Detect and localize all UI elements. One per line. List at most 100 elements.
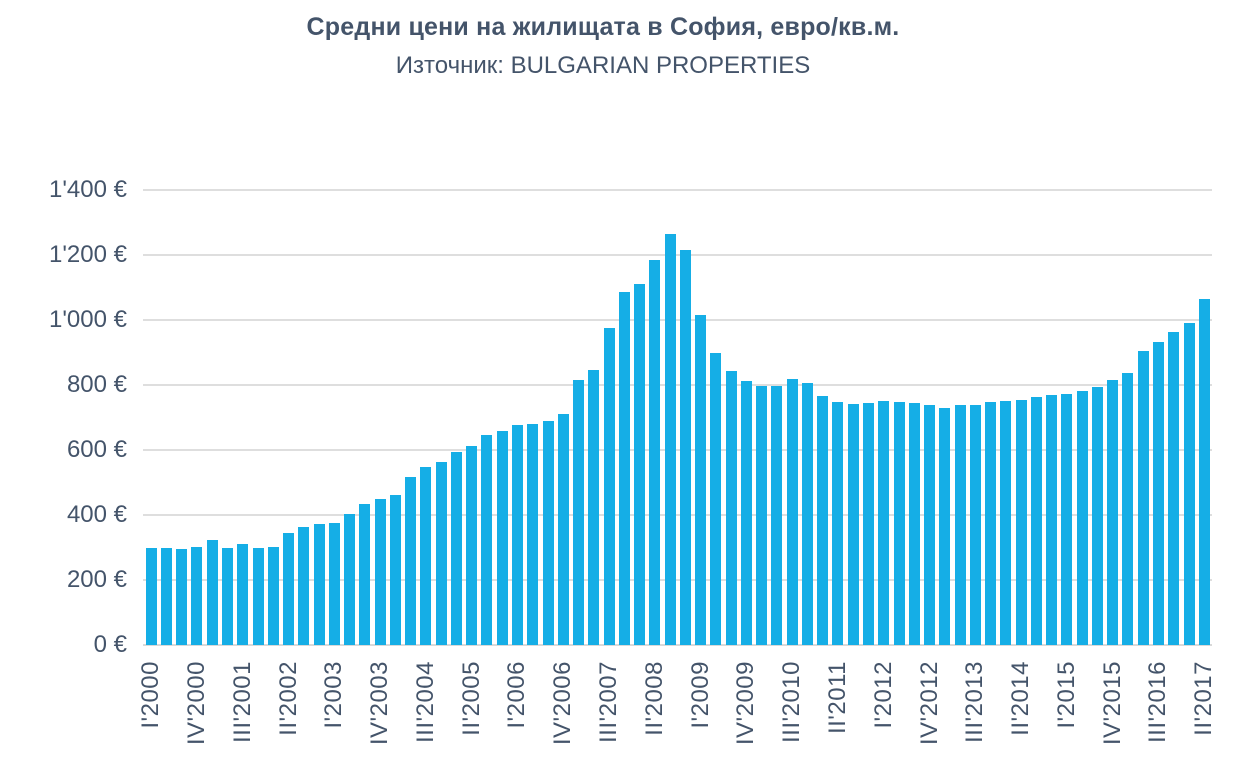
bar — [481, 435, 493, 645]
bar — [771, 385, 783, 645]
y-tick-label: 200 € — [66, 566, 127, 593]
bar — [557, 413, 569, 645]
bar — [1061, 393, 1073, 645]
bar — [374, 499, 386, 645]
bar — [466, 446, 478, 645]
bar — [740, 380, 752, 645]
bar — [954, 405, 966, 645]
bar — [1122, 373, 1134, 645]
y-tick-label: 600 € — [66, 436, 127, 463]
gridline — [143, 579, 1212, 581]
x-tick-label: IV'2015 — [1098, 661, 1126, 746]
x-tick-label: II'2011 — [823, 661, 851, 735]
gridline — [143, 189, 1212, 191]
bar — [298, 526, 310, 645]
bar — [649, 259, 661, 645]
bar — [893, 401, 905, 645]
y-tick-label: 400 € — [66, 501, 127, 528]
bar — [1152, 341, 1164, 645]
bar — [1046, 394, 1058, 645]
x-tick-label: III'2010 — [778, 661, 806, 743]
bar — [603, 328, 615, 645]
bar — [756, 386, 768, 645]
bar — [924, 405, 936, 645]
x-tick-label: III'2013 — [961, 661, 989, 743]
bar — [664, 233, 676, 645]
bar — [267, 547, 279, 645]
plot-area — [143, 189, 1212, 646]
x-tick-label: II'2014 — [1007, 661, 1035, 736]
bar — [985, 401, 997, 645]
x-tick-label: IV'2000 — [182, 661, 210, 746]
bar — [191, 546, 203, 645]
x-tick-label: II'2017 — [1190, 661, 1218, 736]
x-tick-label: III'2004 — [411, 661, 439, 743]
x-tick-label: I'2000 — [137, 661, 165, 729]
bar — [618, 292, 630, 645]
bar — [160, 548, 172, 645]
bar — [389, 494, 401, 645]
x-tick-label: I'2015 — [1052, 661, 1080, 729]
bar — [313, 524, 325, 645]
bar — [679, 250, 691, 645]
x-tick-label: II'2002 — [274, 661, 302, 736]
bar — [1030, 397, 1042, 645]
bar — [695, 315, 707, 645]
bar — [1107, 380, 1119, 645]
x-tick-label: IV'2012 — [915, 661, 943, 746]
bar — [817, 396, 829, 645]
bar — [1183, 323, 1195, 645]
bar — [420, 466, 432, 645]
chart-title: Средни цени на жилищата в София, евро/кв… — [306, 13, 900, 41]
y-tick-label: 800 € — [66, 371, 127, 398]
bar — [908, 403, 920, 645]
bar — [1198, 299, 1210, 645]
x-tick-label: III'2007 — [595, 661, 623, 743]
bar — [145, 548, 157, 645]
bar — [328, 523, 340, 645]
bar — [527, 424, 539, 645]
chart-subtitle: Източник: BULGARIAN PROPERTIES — [395, 52, 811, 79]
y-tick-label: 1'000 € — [49, 306, 127, 333]
bar — [847, 403, 859, 645]
y-tick-label: 0 € — [93, 631, 127, 658]
bar — [206, 539, 218, 645]
x-axis-line — [143, 644, 1212, 646]
bar — [969, 404, 981, 645]
gridline — [143, 514, 1212, 516]
bar — [450, 451, 462, 645]
bar — [222, 547, 233, 645]
bar — [725, 371, 737, 645]
bar — [237, 544, 249, 645]
x-tick-label: IV'2006 — [549, 661, 577, 746]
x-tick-label: I'2012 — [869, 661, 897, 729]
bar — [1000, 401, 1012, 645]
bar — [588, 370, 600, 645]
bar — [405, 477, 417, 645]
bar — [435, 462, 447, 645]
bar — [1137, 350, 1149, 645]
bar — [176, 549, 188, 645]
y-tick-label: 1'400 € — [49, 176, 127, 203]
x-tick-label: III'2001 — [228, 661, 256, 743]
bar — [344, 514, 356, 645]
gridline — [143, 384, 1212, 386]
bar — [1168, 331, 1180, 645]
gridline — [143, 254, 1212, 256]
bar — [1091, 386, 1103, 645]
x-tick-label: IV'2003 — [366, 661, 394, 746]
x-tick-label: I'2003 — [320, 661, 348, 729]
x-tick-label: I'2009 — [686, 661, 714, 729]
x-tick-label: II'2008 — [640, 661, 668, 736]
bar — [710, 352, 722, 645]
bar — [283, 532, 295, 645]
bar — [1015, 400, 1027, 645]
bar — [634, 284, 646, 645]
bar — [863, 403, 874, 645]
bar — [252, 548, 264, 645]
bar — [1076, 391, 1088, 645]
x-tick-label: III'2016 — [1144, 661, 1172, 743]
gridline — [143, 319, 1212, 321]
bar — [542, 420, 554, 645]
